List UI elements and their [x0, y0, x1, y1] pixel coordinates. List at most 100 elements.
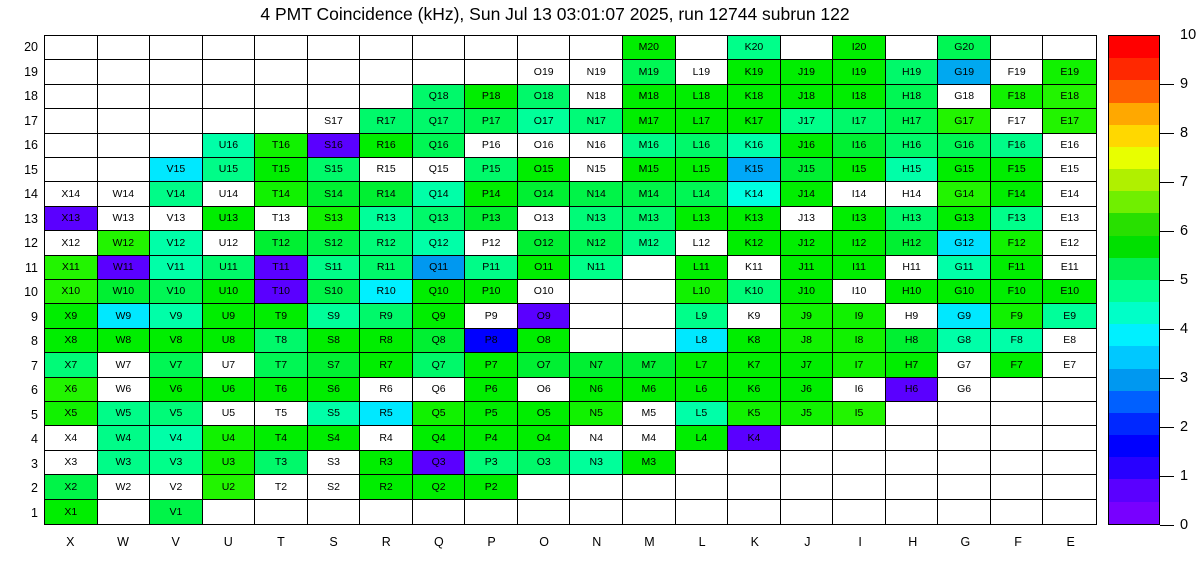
- heatmap-cell: R4: [360, 426, 413, 451]
- x-axis-tick-label: M: [644, 535, 655, 549]
- heatmap-cell: [45, 133, 98, 158]
- y-axis-tick-label: 5: [31, 407, 38, 422]
- heatmap-cell: X7: [45, 353, 98, 378]
- cell-label: I6: [854, 383, 864, 396]
- cell-label: O16: [533, 139, 554, 152]
- heatmap-cell: X12: [45, 231, 98, 256]
- cell-label: S8: [327, 334, 340, 347]
- cell-label: Q2: [431, 480, 446, 493]
- heatmap-cell: [780, 36, 834, 61]
- x-axis-tick-label: T: [277, 535, 285, 549]
- heatmap-cell: I10: [833, 279, 886, 305]
- heatmap-cell: U16: [202, 133, 256, 158]
- cell-label: U9: [221, 309, 236, 322]
- cell-label: T6: [274, 383, 288, 396]
- heatmap-cell: U5: [202, 401, 256, 427]
- cell-label: W3: [115, 456, 132, 469]
- cell-label: J11: [798, 261, 815, 274]
- cell-label: T16: [271, 139, 290, 152]
- cell-label: I20: [851, 41, 867, 54]
- heatmap-cell: Q18: [412, 84, 466, 110]
- cell-label: H9: [904, 309, 919, 322]
- cell-label: L10: [692, 285, 711, 298]
- color-scale-tick-mark: [1160, 280, 1174, 281]
- cell-label: U14: [218, 187, 239, 200]
- cell-label: I14: [851, 187, 867, 200]
- cell-label: K12: [744, 236, 764, 249]
- heatmap-cell: J8: [780, 328, 834, 354]
- heatmap-cell: [97, 84, 151, 110]
- cell-label: W4: [115, 431, 132, 444]
- y-axis-tick-label: 2: [31, 481, 38, 495]
- heatmap-cell: V9: [150, 304, 203, 329]
- cell-label: X5: [64, 407, 78, 420]
- heatmap-cell: M6: [623, 377, 676, 402]
- heatmap-cell: U9: [202, 304, 256, 329]
- cell-label: P3: [484, 456, 498, 469]
- heatmap-cell: O6: [517, 377, 571, 402]
- heatmap-cell: [150, 36, 203, 61]
- heatmap-cell: S8: [307, 328, 361, 354]
- cell-label: V11: [166, 261, 185, 274]
- cell-label: H13: [901, 212, 922, 225]
- heatmap-cell: [675, 475, 729, 500]
- heatmap-cell: [780, 499, 834, 524]
- heatmap-cell: K18: [728, 84, 781, 110]
- heatmap-cell: [45, 36, 98, 61]
- heatmap-cell: R6: [360, 377, 413, 402]
- heatmap-cell: H15: [885, 157, 939, 183]
- heatmap-cell: Q3: [412, 450, 466, 476]
- cell-label: J16: [797, 139, 815, 152]
- cell-label: E12: [1060, 236, 1080, 249]
- cell-label: S9: [327, 309, 340, 322]
- heatmap-cell: L12: [675, 231, 729, 256]
- cell-label: K4: [747, 431, 761, 444]
- cell-label: W2: [115, 480, 132, 493]
- cell-label: U4: [221, 431, 236, 444]
- heatmap-cell: N4: [570, 426, 624, 451]
- color-scale-swatch: [1109, 479, 1159, 502]
- cell-label: V7: [169, 358, 183, 371]
- cell-label: K7: [747, 358, 761, 371]
- heatmap-cell: M17: [623, 109, 676, 134]
- heatmap-cell: F11: [990, 255, 1044, 280]
- heatmap-cell: E11: [1043, 255, 1096, 280]
- cell-label: V13: [166, 212, 186, 225]
- heatmap-cell: [1043, 450, 1096, 476]
- cell-label: S6: [327, 383, 340, 396]
- cell-label: R11: [376, 261, 396, 274]
- heatmap-cell: I20: [833, 36, 886, 61]
- heatmap-cell: [412, 60, 466, 85]
- heatmap-cell: O11: [517, 255, 571, 280]
- cell-label: M3: [641, 456, 657, 469]
- heatmap-cell: O12: [517, 231, 571, 256]
- heatmap-cell: [833, 475, 886, 500]
- heatmap-cell: W10: [97, 279, 151, 305]
- cell-label: R7: [379, 358, 393, 371]
- cell-label: V2: [169, 480, 183, 493]
- cell-label: L18: [692, 90, 711, 103]
- cell-label: M14: [638, 187, 660, 200]
- cell-label: T3: [274, 456, 288, 469]
- color-scale-tick-mark: [1160, 525, 1174, 526]
- cell-label: E10: [1060, 285, 1080, 298]
- color-scale-swatch: [1109, 235, 1159, 258]
- heatmap-cell: W9: [97, 304, 151, 329]
- heatmap-cell: [780, 450, 834, 476]
- heatmap-cell: V5: [150, 401, 203, 427]
- cell-label: F9: [1010, 309, 1023, 322]
- color-scale-swatch: [1109, 390, 1159, 413]
- color-scale-swatch: [1109, 457, 1159, 480]
- heatmap-cell: M5: [623, 401, 676, 427]
- heatmap-cell: O10: [517, 279, 571, 305]
- color-scale-tick-mark: [1160, 133, 1174, 134]
- heatmap-cell: T12: [255, 231, 308, 256]
- cell-label: X7: [64, 358, 78, 371]
- cell-label: N19: [586, 65, 606, 78]
- cell-label: L6: [695, 383, 708, 396]
- heatmap-cell: T9: [255, 304, 308, 329]
- cell-label: R13: [376, 212, 396, 225]
- heatmap-cell: O4: [517, 426, 571, 451]
- heatmap-cell: [307, 36, 361, 61]
- cell-label: O4: [536, 431, 551, 444]
